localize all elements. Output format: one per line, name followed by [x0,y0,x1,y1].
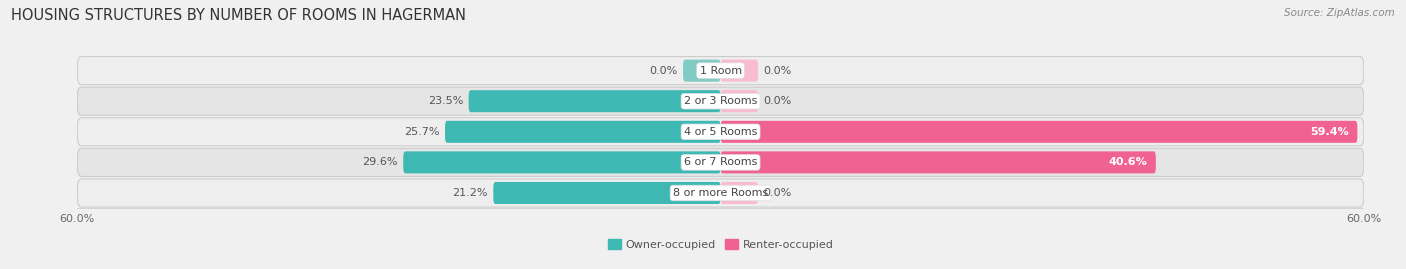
FancyBboxPatch shape [721,60,758,82]
Text: 0.0%: 0.0% [763,96,792,106]
Text: 8 or more Rooms: 8 or more Rooms [673,188,768,198]
FancyBboxPatch shape [721,182,758,204]
FancyBboxPatch shape [721,90,758,112]
Text: 59.4%: 59.4% [1310,127,1348,137]
FancyBboxPatch shape [77,56,1364,85]
Text: 29.6%: 29.6% [363,157,398,167]
Text: 0.0%: 0.0% [650,66,678,76]
Text: 0.0%: 0.0% [763,188,792,198]
Legend: Owner-occupied, Renter-occupied: Owner-occupied, Renter-occupied [603,235,838,254]
FancyBboxPatch shape [721,121,1357,143]
Text: 40.6%: 40.6% [1108,157,1147,167]
Text: 0.0%: 0.0% [763,66,792,76]
FancyBboxPatch shape [77,148,1364,176]
Text: 4 or 5 Rooms: 4 or 5 Rooms [683,127,758,137]
Text: HOUSING STRUCTURES BY NUMBER OF ROOMS IN HAGERMAN: HOUSING STRUCTURES BY NUMBER OF ROOMS IN… [11,8,467,23]
FancyBboxPatch shape [468,90,721,112]
FancyBboxPatch shape [404,151,721,174]
Text: Source: ZipAtlas.com: Source: ZipAtlas.com [1284,8,1395,18]
FancyBboxPatch shape [77,87,1364,115]
FancyBboxPatch shape [446,121,721,143]
FancyBboxPatch shape [683,60,721,82]
Text: 6 or 7 Rooms: 6 or 7 Rooms [683,157,758,167]
Text: 23.5%: 23.5% [427,96,464,106]
Text: 2 or 3 Rooms: 2 or 3 Rooms [683,96,758,106]
Text: 21.2%: 21.2% [453,188,488,198]
FancyBboxPatch shape [494,182,721,204]
FancyBboxPatch shape [77,179,1364,207]
FancyBboxPatch shape [721,151,1156,174]
Text: 25.7%: 25.7% [404,127,440,137]
Text: 1 Room: 1 Room [700,66,741,76]
FancyBboxPatch shape [77,118,1364,146]
